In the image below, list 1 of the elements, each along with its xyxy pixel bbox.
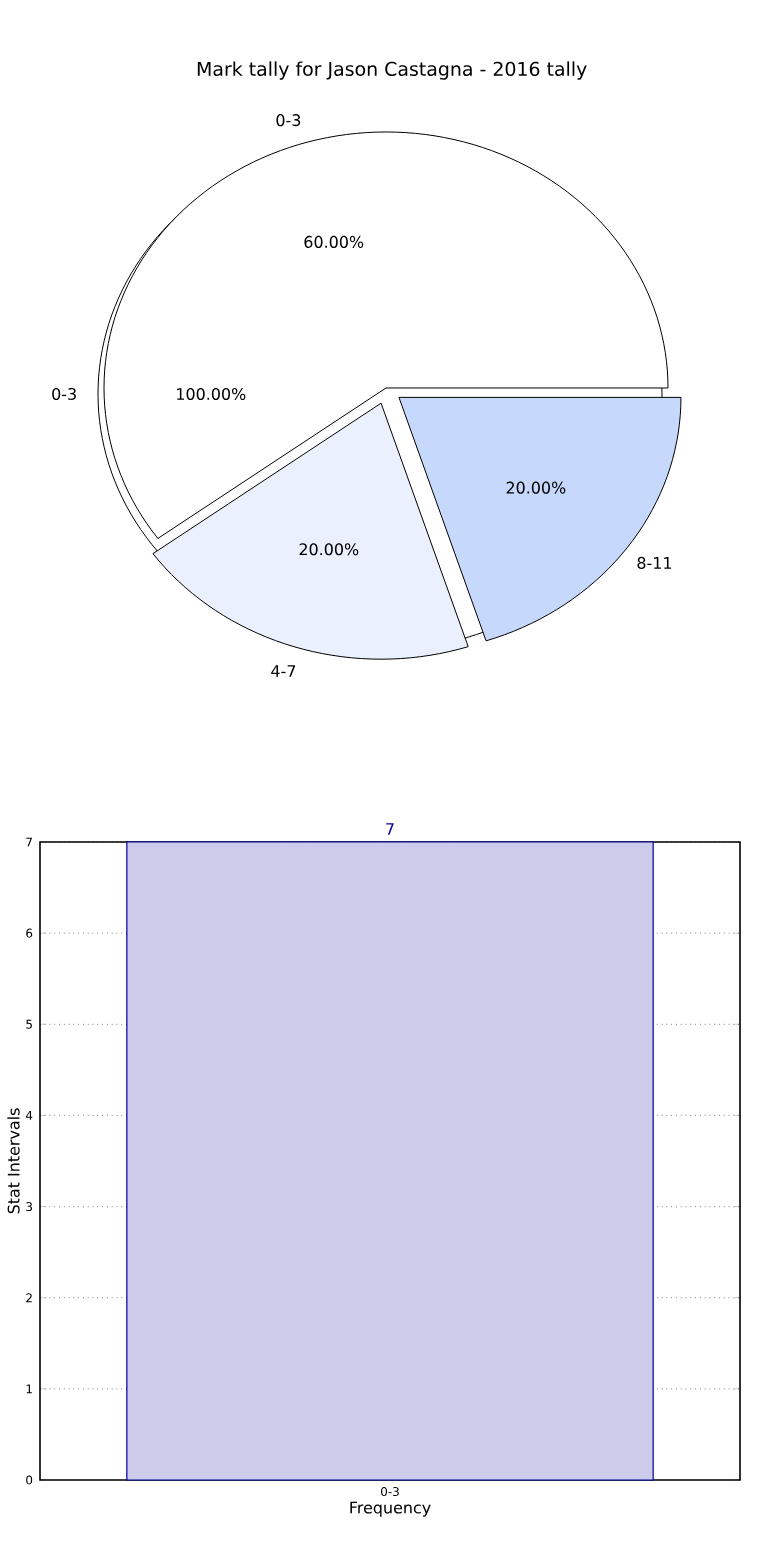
chart-title: Mark tally for Jason Castagna - 2016 tally [197, 61, 587, 80]
